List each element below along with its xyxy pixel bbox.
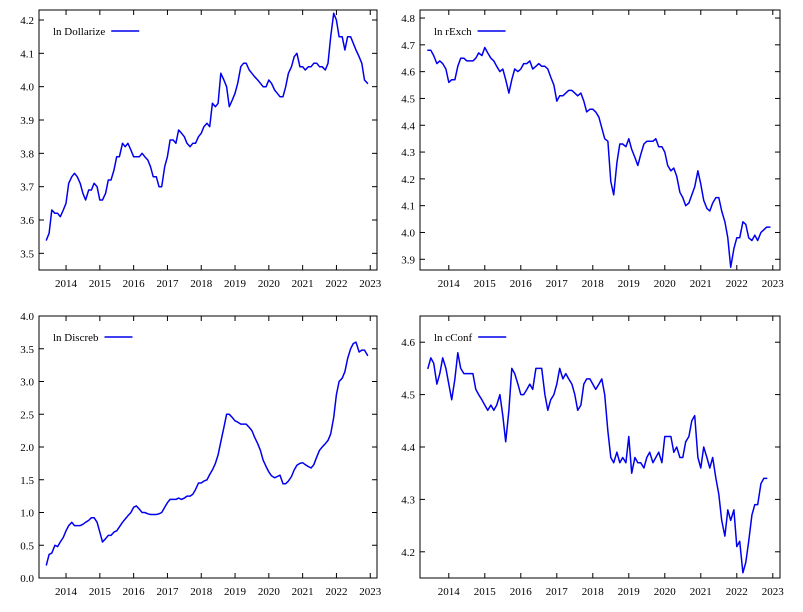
x-tick-label: 2016: [510, 586, 533, 598]
legend: ln Discreb: [53, 332, 133, 344]
y-tick-label: 3.9: [20, 115, 34, 127]
x-tick-label: 2019: [224, 278, 247, 290]
chart-panel-discreb: 0.0 0.5 1.0 1.5 2.0 2.5 3.0 3.5 4.0 2014 2015 2016 2…: [20, 311, 381, 598]
x-tick-label: 2022: [726, 278, 748, 290]
x-tick-label: 2018: [582, 586, 605, 598]
chart-panel-rexch: 3.9 4.0 4.1 4.2 4.3 4.4 4.5 4.6 4.7 4.8 2014 2015 20…: [401, 9, 785, 290]
series-line-cconf: [427, 351, 768, 574]
x-tick-label: 2015: [89, 278, 112, 290]
y-tick-label: 3.9: [401, 254, 415, 266]
y-tick-label: 4.0: [20, 311, 34, 323]
chart-panel-cconf: 4.2 4.3 4.4 4.5 4.6 2014 2015 2016 2017 2018 2019 2…: [401, 315, 785, 598]
y-tick-label: 0.0: [20, 573, 34, 585]
y-tick-label: 4.7: [401, 40, 415, 52]
x-tick-label: 2022: [325, 278, 347, 290]
series-line-dollarize: [45, 12, 369, 241]
y-tick-label: 4.5: [401, 390, 415, 402]
x-tick-label: 2018: [190, 586, 213, 598]
x-tick-label: 2015: [474, 586, 497, 598]
y-tick-label: 4.0: [401, 227, 415, 239]
x-tick-label: 2022: [325, 586, 347, 598]
x-tick-label: 2019: [618, 278, 641, 290]
x-tick-label: 2016: [123, 586, 146, 598]
y-tick-label: 4.3: [401, 494, 415, 506]
y-tick-label: 3.5: [20, 344, 34, 356]
legend: ln Dollarize: [53, 26, 140, 38]
legend: ln cConf: [434, 332, 507, 344]
y-tick-label: 4.5: [401, 93, 415, 105]
y-tick-label: 2.0: [20, 442, 34, 454]
x-tick-label: 2020: [258, 278, 281, 290]
x-tick-label: 2014: [438, 586, 461, 598]
x-tick-label: 2014: [55, 278, 78, 290]
plot-frame: [419, 315, 781, 579]
y-tick-label: 4.2: [401, 547, 415, 559]
chart-panel-dollarize: 3.5 3.6 3.7 3.8 3.9 4.0 4.1 4.2 2014 2015 2016 2017…: [20, 9, 382, 290]
y-tick-label: 4.8: [401, 13, 415, 25]
x-tick-label: 2023: [359, 586, 382, 598]
y-tick-label: 2.5: [20, 409, 34, 421]
x-tick-label: 2023: [762, 586, 785, 598]
y-tick-label: 3.5: [20, 248, 34, 260]
x-tick-label: 2017: [546, 586, 569, 598]
x-tick-label: 2021: [690, 586, 712, 598]
x-tick-label: 2019: [224, 586, 247, 598]
y-tick-label: 4.2: [401, 174, 415, 186]
x-tick-label: 2023: [762, 278, 785, 290]
x-tick-label: 2016: [123, 278, 146, 290]
y-tick-label: 3.8: [20, 148, 34, 160]
x-tick-label: 2016: [510, 278, 533, 290]
x-tick-label: 2017: [546, 278, 569, 290]
x-tick-label: 2021: [690, 278, 712, 290]
x-tick-label: 2019: [618, 586, 641, 598]
y-tick-label: 3.7: [20, 182, 34, 194]
x-tick-label: 2021: [292, 278, 314, 290]
x-tick-label: 2014: [55, 586, 78, 598]
y-tick-label: 4.1: [20, 48, 34, 60]
x-tick-label: 2015: [474, 278, 497, 290]
y-tick-label: 1.0: [20, 508, 34, 520]
x-tick-label: 2017: [156, 586, 179, 598]
x-tick-label: 2018: [190, 278, 213, 290]
y-tick-label: 4.4: [401, 120, 415, 132]
series-line-discreb: [45, 341, 369, 566]
y-tick-label: 4.0: [20, 82, 34, 94]
legend-label: ln cConf: [434, 332, 473, 344]
y-tick-label: 4.4: [401, 442, 415, 454]
x-tick-label: 2020: [258, 586, 281, 598]
x-tick-label: 2014: [438, 278, 461, 290]
y-tick-label: 4.6: [401, 337, 415, 349]
y-tick-label: 4.6: [401, 67, 415, 79]
plot-frame: [419, 9, 781, 271]
y-tick-label: 4.3: [401, 147, 415, 159]
legend-label: ln Dollarize: [53, 26, 105, 38]
x-tick-label: 2015: [89, 586, 112, 598]
x-tick-label: 2020: [654, 278, 677, 290]
x-tick-label: 2018: [582, 278, 605, 290]
legend: ln rExch: [434, 26, 506, 38]
y-tick-label: 3.0: [20, 377, 34, 389]
y-tick-label: 4.2: [20, 15, 34, 27]
legend-label: ln rExch: [434, 26, 472, 38]
y-tick-label: 4.1: [401, 201, 415, 213]
y-tick-label: 1.5: [20, 475, 34, 487]
x-tick-label: 2023: [359, 278, 382, 290]
plot-frame: [38, 315, 378, 579]
y-tick-label: 0.5: [20, 540, 34, 552]
y-tick-label: 3.6: [20, 215, 34, 227]
legend-label: ln Discreb: [53, 332, 99, 344]
plot-frame: [38, 9, 378, 271]
series-line-rexch: [427, 46, 771, 269]
x-tick-label: 2021: [292, 586, 314, 598]
x-tick-label: 2022: [726, 586, 748, 598]
x-tick-label: 2017: [156, 278, 179, 290]
x-tick-label: 2020: [654, 586, 677, 598]
